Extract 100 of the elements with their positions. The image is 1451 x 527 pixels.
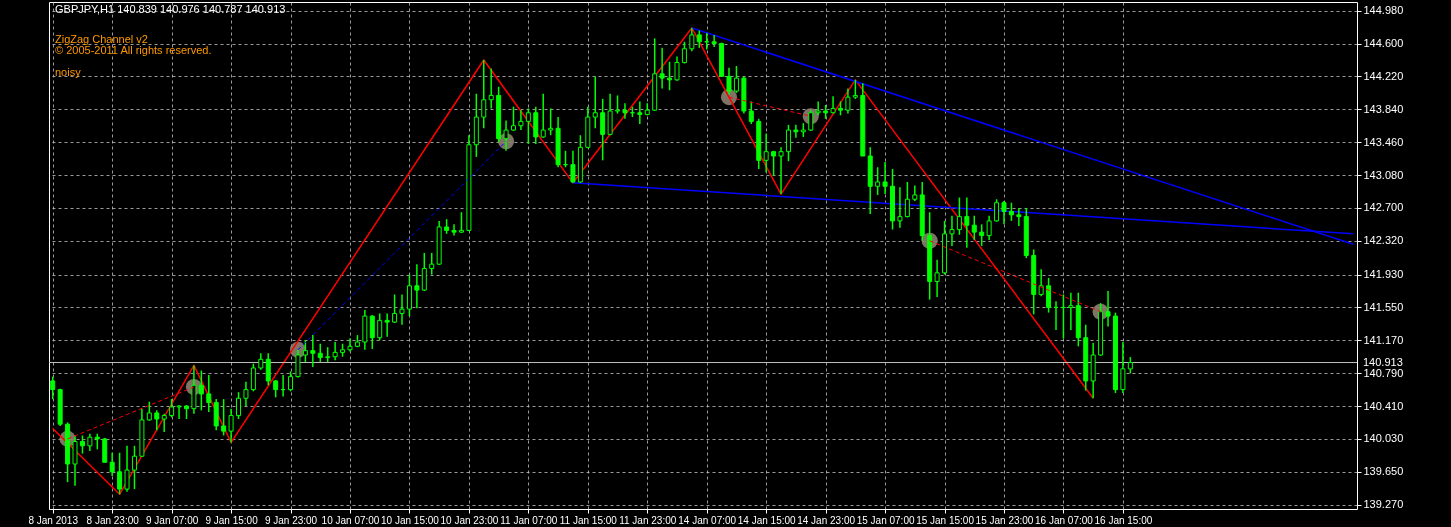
candlestick (302, 339, 308, 363)
candlestick (295, 349, 301, 379)
candlestick (934, 259, 940, 298)
y-tick-label: 140.790 (1363, 366, 1404, 379)
candlestick (607, 92, 613, 136)
y-tick-label: 139.650 (1363, 465, 1404, 478)
candlestick (510, 105, 516, 132)
candlestick (897, 186, 903, 229)
candlestick (956, 196, 962, 236)
candlestick (406, 273, 412, 317)
candlestick (102, 437, 108, 464)
x-tick-label: 14 Jan 07:00 (678, 514, 737, 526)
candlestick (711, 34, 717, 48)
x-tick-label: 14 Jan 15:00 (737, 514, 797, 526)
candlestick (451, 223, 457, 237)
candlestick (414, 263, 420, 310)
y-tick-label: 140.030 (1363, 432, 1404, 445)
candlestick (548, 107, 554, 136)
candlestick (384, 312, 390, 338)
x-tick-label: 15 Jan 15:00 (916, 514, 975, 526)
candlestick (592, 75, 598, 130)
y-tick-label: 143.840 (1363, 102, 1404, 115)
candlestick (72, 434, 78, 487)
y-tick-label: 143.460 (1363, 135, 1404, 148)
y-tick-label: 144.220 (1363, 69, 1404, 82)
candlestick (615, 94, 621, 115)
annotation: noisy (55, 66, 82, 78)
candlestick (600, 98, 606, 162)
candlestick (243, 381, 249, 407)
y-tick-label: 144.600 (1363, 37, 1404, 50)
candlestick (763, 132, 769, 174)
candlestick (1008, 201, 1014, 222)
candlestick (369, 314, 375, 350)
candlestick (79, 434, 85, 455)
y-tick-label: 141.930 (1363, 268, 1404, 281)
candlestick (117, 452, 123, 496)
y-tick-label: 143.080 (1363, 168, 1404, 181)
y-tick-label: 139.270 (1363, 498, 1404, 511)
candlestick (1046, 277, 1052, 314)
candlestick (198, 369, 204, 412)
x-tick-label: 11 Jan 23:00 (619, 514, 677, 526)
x-tick-label: 16 Jan 15:00 (1094, 514, 1153, 526)
candlestick (236, 391, 242, 420)
x-tick-label: 8 Jan 2013 (28, 514, 79, 526)
candlestick (169, 398, 175, 419)
candlestick (206, 374, 212, 413)
candlestick (1105, 290, 1111, 328)
candlestick (674, 55, 680, 82)
candlestick (399, 293, 405, 326)
x-tick-label: 8 Jan 23:00 (86, 514, 140, 526)
candlestick (1038, 268, 1044, 297)
annotation: ZigZag Channel v2 (55, 33, 148, 45)
candlestick (726, 67, 732, 96)
candlestick (317, 343, 323, 363)
candlestick (250, 362, 256, 393)
candlestick (332, 341, 338, 361)
candlestick (265, 352, 271, 387)
x-tick-label: 14 Jan 23:00 (797, 514, 856, 526)
candlestick (778, 146, 784, 195)
candlestick (667, 60, 673, 91)
y-tick-label: 142.320 (1363, 234, 1404, 247)
candlestick (971, 214, 977, 241)
x-tick-label: 10 Jan 23:00 (440, 514, 499, 526)
candlestick (852, 79, 858, 100)
candlestick (637, 100, 643, 125)
x-tick-label: 11 Jan 15:00 (559, 514, 618, 526)
y-tick-label: 144.980 (1363, 4, 1404, 17)
candlestick (124, 445, 130, 493)
candlestick (154, 409, 160, 432)
y-tick-label: 142.700 (1363, 201, 1404, 214)
candlestick (994, 198, 1000, 223)
candlestick (793, 124, 799, 139)
candlestick (659, 47, 665, 90)
candlestick (808, 109, 814, 132)
x-tick-label: 15 Jan 23:00 (975, 514, 1034, 526)
candlestick (815, 100, 821, 117)
candlestick (146, 400, 152, 422)
candlestick (310, 334, 316, 368)
candlestick (733, 65, 739, 94)
candlestick (689, 27, 695, 53)
candlestick (830, 95, 836, 115)
x-tick-label: 15 Jan 07:00 (856, 514, 915, 526)
y-tick-label: 141.170 (1363, 333, 1404, 346)
candlestick (525, 107, 531, 145)
candlestick (904, 181, 910, 219)
candlestick (377, 312, 383, 342)
candlestick (622, 102, 628, 120)
candlestick (131, 445, 137, 490)
ref-line-label: 140.913 (1363, 355, 1403, 368)
candlestick (570, 150, 576, 184)
candlestick (748, 100, 754, 125)
candlestick (503, 119, 509, 152)
y-tick-label: 140.410 (1363, 399, 1404, 412)
candlestick (540, 92, 546, 139)
candlestick (109, 452, 115, 477)
candlestick (176, 404, 182, 420)
chart-title: GBPJPY,H1 140.839 140.976 140.787 140.913 (55, 3, 286, 15)
candlestick (191, 364, 197, 415)
candlestick (1016, 207, 1022, 227)
candlestick (1068, 291, 1074, 331)
